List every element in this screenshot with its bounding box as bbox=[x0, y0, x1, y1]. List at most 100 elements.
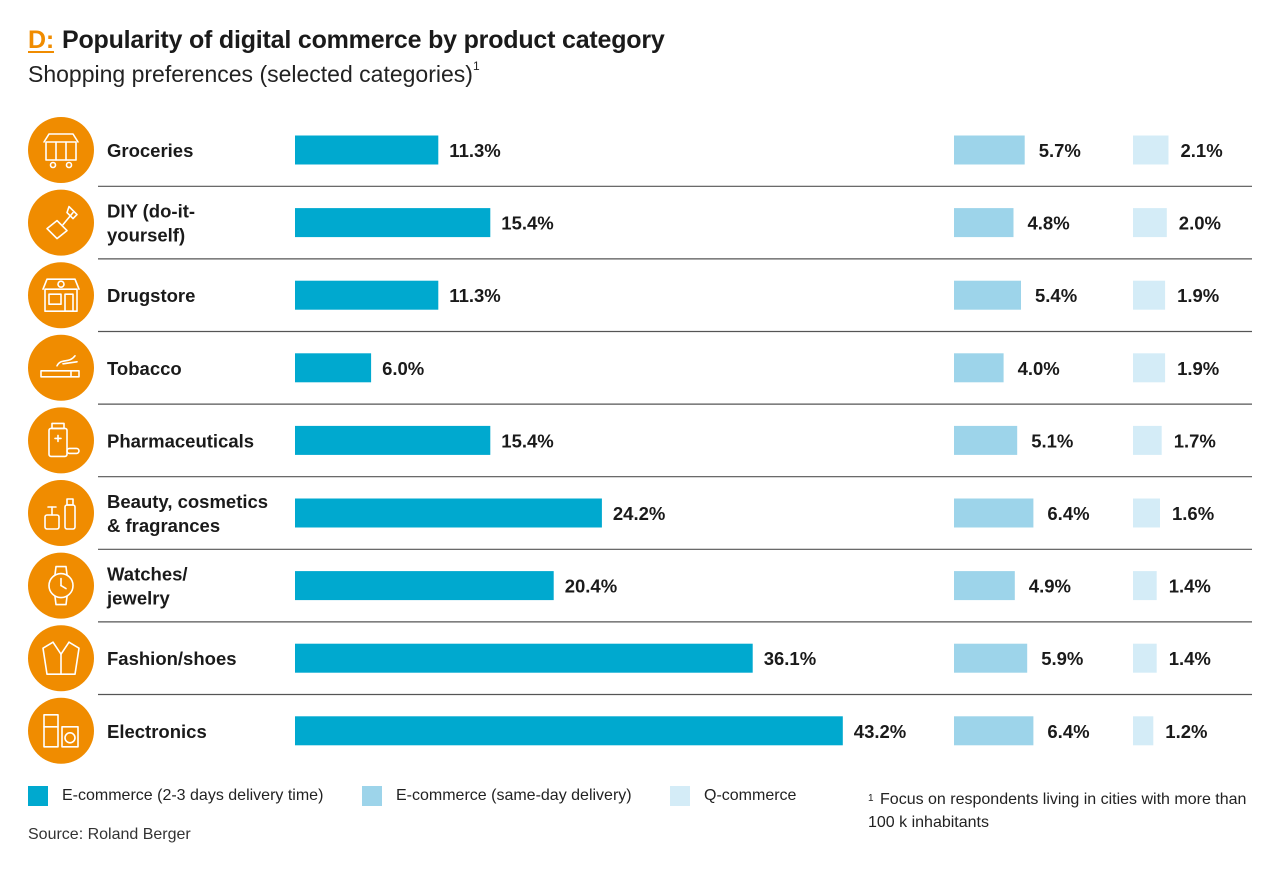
drugstore-icon bbox=[28, 262, 94, 329]
bar-ecommerce bbox=[295, 571, 554, 601]
bar-qcommerce bbox=[1133, 135, 1169, 165]
value-label-sameday: 5.7% bbox=[1039, 140, 1081, 161]
value-label-ecommerce: 6.0% bbox=[382, 358, 424, 379]
chart-row: Groceries 11.3% 5.7% 2.1% bbox=[28, 117, 1252, 187]
value-label-qcommerce: 1.9% bbox=[1177, 285, 1219, 306]
bar-ecommerce bbox=[295, 716, 843, 746]
value-label-ecommerce: 36.1% bbox=[764, 648, 816, 669]
value-label-sameday: 6.4% bbox=[1047, 721, 1089, 742]
bar-sameday bbox=[954, 135, 1025, 165]
value-label-ecommerce: 15.4% bbox=[501, 213, 553, 234]
category-label: Groceries bbox=[107, 140, 193, 161]
value-label-sameday: 5.1% bbox=[1031, 430, 1073, 451]
bar-sameday bbox=[954, 353, 1004, 383]
bar-qcommerce bbox=[1133, 353, 1166, 383]
bar-qcommerce bbox=[1133, 571, 1157, 601]
legend-swatch-ecommerce bbox=[28, 786, 48, 806]
diy-tool-icon bbox=[28, 189, 94, 256]
bar-qcommerce bbox=[1133, 425, 1162, 455]
title-text: Popularity of digital commerce by produc… bbox=[61, 26, 665, 54]
value-label-ecommerce: 20.4% bbox=[565, 576, 617, 597]
category-label: Pharmaceuticals bbox=[107, 430, 254, 451]
bar-qcommerce bbox=[1133, 280, 1166, 310]
bar-ecommerce bbox=[295, 208, 491, 238]
source-note: Source: Roland Berger bbox=[28, 826, 191, 843]
value-label-sameday: 6.4% bbox=[1047, 503, 1089, 524]
subtitle-footnote-marker: 1 bbox=[472, 59, 480, 73]
value-label-qcommerce: 2.0% bbox=[1179, 213, 1221, 234]
bar-ecommerce bbox=[295, 498, 602, 528]
footnote-marker: 1 bbox=[868, 793, 874, 804]
bar-sameday bbox=[954, 425, 1018, 455]
value-label-sameday: 4.9% bbox=[1029, 576, 1071, 597]
chart-row: Drugstore 11.3% 5.4% 1.9% bbox=[28, 262, 1252, 333]
bar-qcommerce bbox=[1133, 716, 1154, 746]
value-label-qcommerce: 1.7% bbox=[1174, 430, 1216, 451]
value-label-ecommerce: 43.2% bbox=[854, 721, 906, 742]
legend-item-qcommerce: Q-commerce bbox=[670, 786, 796, 806]
value-label-ecommerce: 15.4% bbox=[501, 430, 553, 451]
chart-subtitle: Shopping preferences (selected categorie… bbox=[28, 59, 665, 88]
value-label-sameday: 4.8% bbox=[1028, 213, 1070, 234]
bar-sameday bbox=[954, 498, 1034, 528]
groceries-icon bbox=[28, 117, 94, 183]
beauty-cosmetics-icon bbox=[28, 480, 94, 546]
chart-row: Fashion/shoes 36.1% 5.9% 1.4% bbox=[28, 625, 1252, 696]
bar-ecommerce bbox=[295, 353, 372, 383]
bar-sameday bbox=[954, 716, 1034, 746]
chart-svg: Groceries 11.3% 5.7% 2.1% DIY (do-it-yoursel… bbox=[28, 117, 1252, 764]
value-label-qcommerce: 1.2% bbox=[1165, 721, 1207, 742]
value-label-qcommerce: 1.6% bbox=[1172, 503, 1214, 524]
legend-label-sameday: E-commerce (same-day delivery) bbox=[396, 787, 632, 804]
bar-qcommerce bbox=[1133, 208, 1167, 238]
category-label: Watches/jewelry bbox=[106, 564, 188, 609]
chart-row: Beauty, cosmetics & fragrances 24.2% 6.4% 1.… bbox=[28, 480, 1252, 550]
figure-label: D: bbox=[28, 26, 54, 54]
value-label-sameday: 5.9% bbox=[1041, 648, 1083, 669]
bar-sameday bbox=[954, 571, 1015, 601]
category-label: Beauty, cosmetics & fragrances bbox=[107, 491, 268, 536]
bar-ecommerce bbox=[295, 135, 439, 165]
bar-qcommerce bbox=[1133, 643, 1157, 673]
pharmaceuticals-icon bbox=[28, 407, 94, 474]
watch-icon bbox=[28, 552, 94, 619]
value-label-qcommerce: 2.1% bbox=[1181, 140, 1223, 161]
fashion-shoes-icon bbox=[28, 625, 94, 692]
value-label-sameday: 4.0% bbox=[1018, 358, 1060, 379]
bar-sameday bbox=[954, 643, 1028, 673]
tobacco-icon bbox=[28, 334, 94, 401]
chart-row: Watches/jewelry 20.4% 4.9% 1.4% bbox=[28, 552, 1252, 623]
bar-qcommerce bbox=[1133, 498, 1160, 528]
chart-row: DIY (do-it-yourself) 15.4% 4.8% 2.0% bbox=[28, 189, 1252, 260]
bar-sameday bbox=[954, 208, 1014, 238]
subtitle-text: Shopping preferences (selected categorie… bbox=[28, 61, 473, 87]
category-label: Drugstore bbox=[107, 285, 195, 306]
legend-swatch-sameday bbox=[362, 786, 382, 806]
chart-title: D: Popularity of digital commerce by prod… bbox=[28, 26, 665, 55]
legend-label-ecommerce: E-commerce (2-3 days delivery time) bbox=[62, 787, 324, 804]
category-label: Tobacco bbox=[107, 358, 182, 379]
value-label-ecommerce: 11.3% bbox=[449, 140, 500, 161]
value-label-ecommerce: 24.2% bbox=[613, 503, 665, 524]
legend-item-sameday: E-commerce (same-day delivery) bbox=[362, 786, 632, 806]
category-label: Fashion/shoes bbox=[107, 648, 237, 669]
value-label-qcommerce: 1.4% bbox=[1169, 648, 1211, 669]
chart-row: Electronics 43.2% 6.4% 1.2% bbox=[28, 697, 1207, 764]
bar-ecommerce bbox=[295, 425, 491, 455]
legend: E-commerce (2-3 days delivery time) E-co… bbox=[28, 786, 1268, 816]
value-label-qcommerce: 1.4% bbox=[1169, 576, 1211, 597]
legend-label-qcommerce: Q-commerce bbox=[704, 787, 797, 804]
value-label-sameday: 5.4% bbox=[1035, 285, 1077, 306]
chart-header: D: Popularity of digital commerce by prod… bbox=[28, 26, 665, 88]
footnote: 1 Focus on respondents living in cities … bbox=[868, 788, 1258, 834]
legend-item-ecommerce: E-commerce (2-3 days delivery time) bbox=[28, 786, 323, 806]
bar-ecommerce bbox=[295, 280, 439, 310]
legend-swatch-qcommerce bbox=[670, 786, 690, 806]
category-label: Electronics bbox=[107, 721, 207, 742]
value-label-qcommerce: 1.9% bbox=[1177, 358, 1219, 379]
chart-row: Tobacco 6.0% 4.0% 1.9% bbox=[28, 334, 1252, 405]
electronics-icon bbox=[28, 697, 94, 764]
bar-sameday bbox=[954, 280, 1021, 310]
value-label-ecommerce: 11.3% bbox=[449, 285, 500, 306]
footnote-text: Focus on respondents living in cities wi… bbox=[868, 791, 1247, 831]
